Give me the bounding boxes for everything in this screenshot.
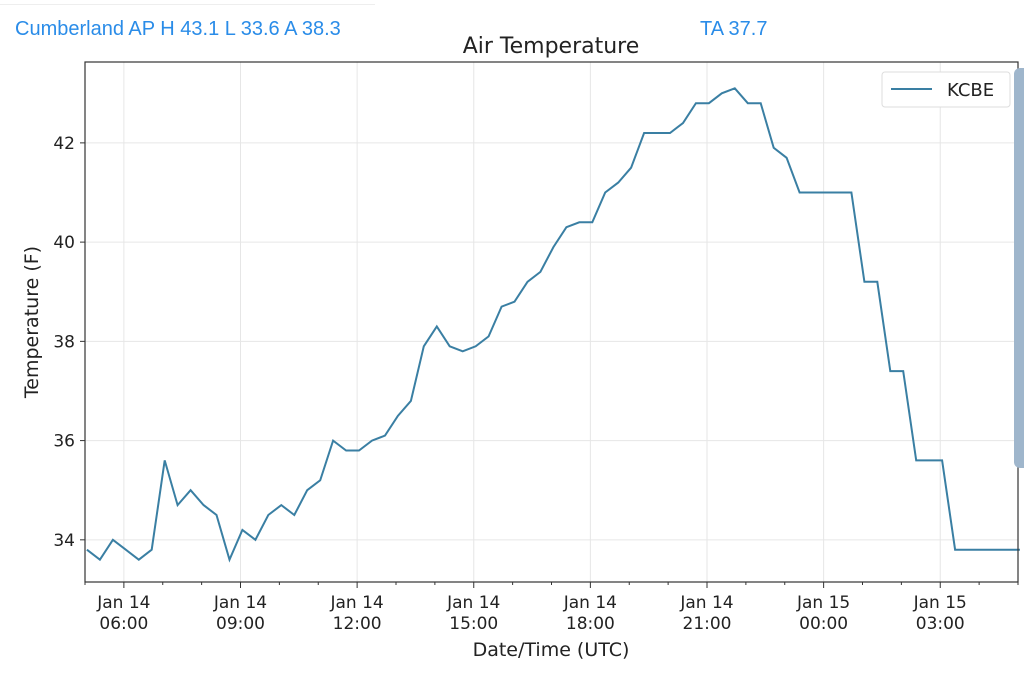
x-tick-label-time: 15:00: [449, 614, 498, 634]
x-tick-label-time: 12:00: [333, 614, 382, 634]
x-tick-label-time: 09:00: [216, 614, 265, 634]
x-tick-label-time: 06:00: [99, 614, 148, 634]
x-tick-label-time: 00:00: [799, 614, 848, 634]
plot-frame: [84, 61, 1019, 583]
y-axis-label: Temperature (F): [21, 246, 43, 399]
series-line-kcbe: [86, 87, 1020, 563]
grid: [85, 62, 1018, 582]
y-tick-label: 40: [53, 233, 75, 253]
y-tick-label: 36: [53, 432, 75, 452]
header-divider: [0, 4, 375, 5]
x-tick-label-date: Jan 14: [213, 593, 267, 613]
legend-label-kcbe: KCBE: [947, 80, 994, 101]
x-tick-label-time: 18:00: [566, 614, 615, 634]
x-tick-label-date: Jan 15: [913, 593, 967, 613]
x-tick-label-date: Jan 14: [563, 593, 617, 613]
x-tick-label-time: 03:00: [916, 614, 965, 634]
y-tick-label: 38: [53, 332, 75, 352]
x-tick-label-time: 21:00: [683, 614, 732, 634]
ta-value: TA 37.7: [700, 18, 768, 40]
x-axis-label: Date/Time (UTC): [473, 639, 630, 661]
y-tick-label: 34: [53, 531, 75, 551]
x-tick-label-date: Jan 15: [796, 593, 850, 613]
side-scrollbar[interactable]: [1014, 68, 1024, 468]
x-tick-label-date: Jan 14: [96, 593, 150, 613]
x-tick-label-date: Jan 14: [679, 593, 733, 613]
x-tick-label-date: Jan 14: [330, 593, 384, 613]
chart-title: Air Temperature: [463, 34, 640, 59]
legend: KCBE: [881, 71, 1011, 108]
y-tick-label: 42: [53, 134, 75, 154]
x-tick-label-date: Jan 14: [446, 593, 500, 613]
legend-box: [881, 71, 1011, 108]
station-summary: Cumberland AP H 43.1 L 33.6 A 38.3: [15, 18, 341, 40]
